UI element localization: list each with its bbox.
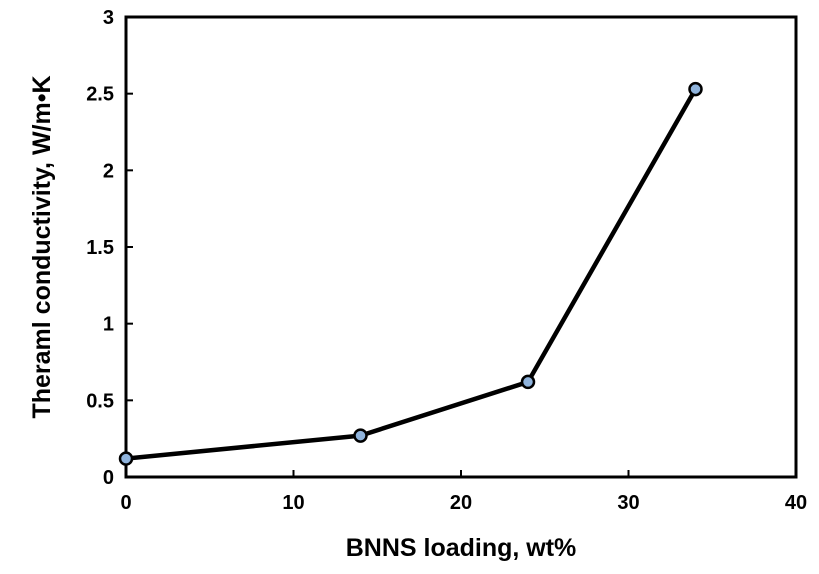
- data-point: [118, 451, 134, 466]
- x-tick-label: 0: [120, 492, 131, 514]
- y-tick-label: 1: [103, 314, 114, 336]
- y-axis-title: Theraml conductivity, W/m•K: [28, 75, 56, 418]
- series-layer: [118, 81, 703, 466]
- data-point: [688, 81, 703, 97]
- data-point: [520, 374, 536, 390]
- y-tick-label: 0.5: [86, 390, 114, 412]
- y-tick-label: 2.5: [86, 84, 114, 106]
- x-tick-label: 20: [450, 492, 472, 514]
- y-axis-ticks: 0 0.5 1 1.5 2 2.5 3: [86, 7, 133, 489]
- x-tick-label: 40: [785, 492, 807, 514]
- y-tick-label: 2: [103, 160, 114, 182]
- data-point: [353, 428, 368, 443]
- y-tick-label: 0: [103, 467, 114, 489]
- x-tick-label: 10: [282, 492, 304, 514]
- plot-area: [124, 15, 798, 479]
- y-tick-label: 1.5: [86, 237, 114, 259]
- x-axis-title: BNNS loading, wt%: [346, 534, 577, 562]
- y-tick-label: 3: [103, 7, 114, 29]
- series-line: [123, 86, 698, 461]
- x-axis-ticks: 0 10 20 30 40: [120, 470, 807, 514]
- x-tick-label: 30: [617, 492, 639, 514]
